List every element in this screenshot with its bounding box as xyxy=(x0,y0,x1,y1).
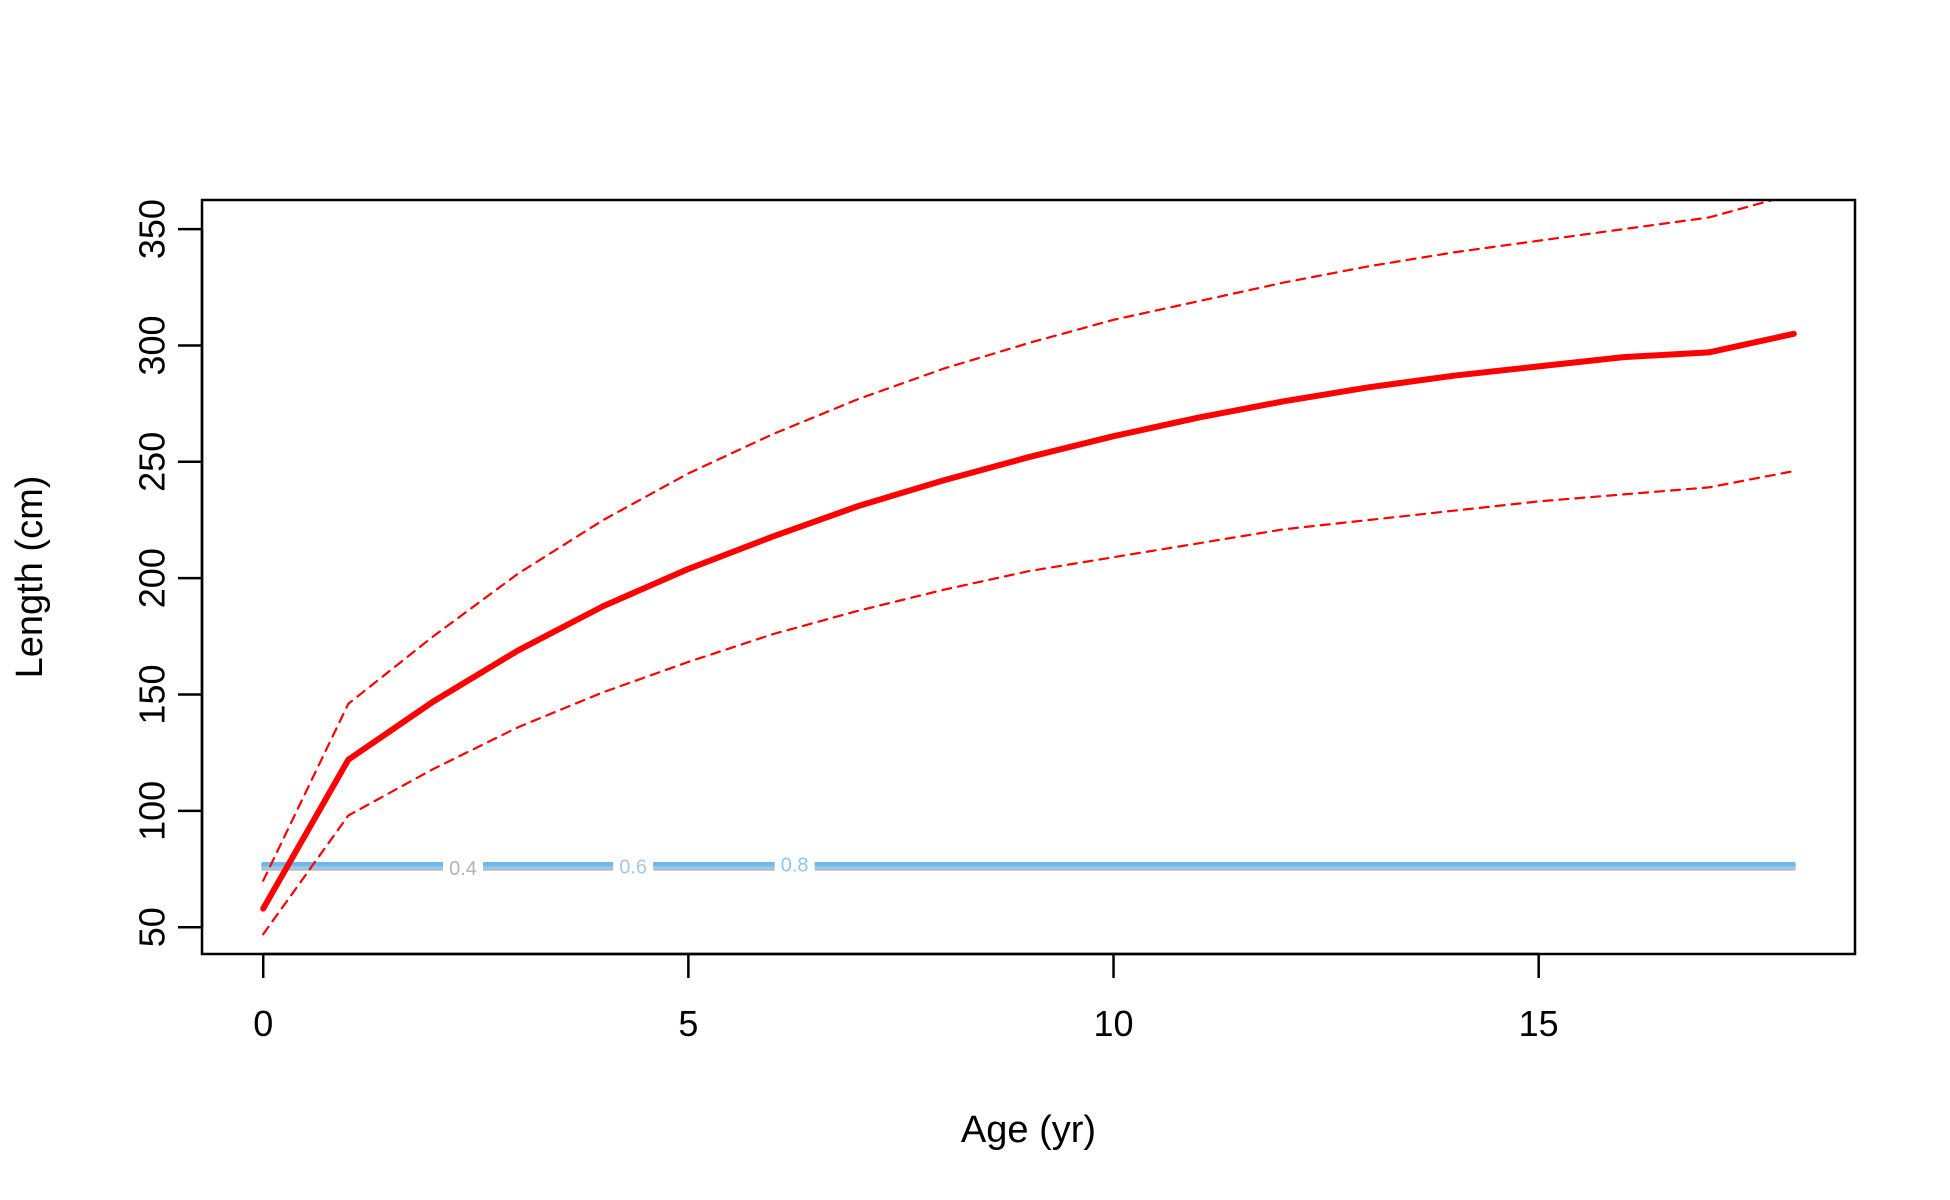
y-tick-label-1: 100 xyxy=(132,781,173,841)
y-tick-label-6: 350 xyxy=(132,199,173,259)
y-axis-title: Length (cm) xyxy=(9,476,51,679)
contour-band: 0.4 0.6 0.8 xyxy=(261,854,1796,880)
contour-label-bg-0 xyxy=(443,858,484,877)
x-tick-label-1: 5 xyxy=(678,1003,698,1044)
x-tick-label-2: 10 xyxy=(1094,1003,1134,1044)
contour-label-2: 0.8 xyxy=(781,854,809,876)
y-axis: 50 100 150 200 250 300 350 xyxy=(132,199,204,947)
series-layer xyxy=(260,200,1797,936)
series-line-lower xyxy=(262,470,1795,936)
contour-label-1: 0.6 xyxy=(619,856,647,878)
series-line-upper xyxy=(262,200,1777,882)
y-tick-label-4: 250 xyxy=(132,432,173,492)
y-tick-label-5: 300 xyxy=(132,315,173,375)
series-line-mean xyxy=(260,330,1797,912)
y-tick-label-3: 200 xyxy=(132,548,173,608)
contour-label-bg-2 xyxy=(774,855,815,874)
x-axis: 0 5 10 15 xyxy=(253,952,1559,1044)
x-axis-title: Age (yr) xyxy=(961,1109,1096,1151)
y-tick-label-2: 150 xyxy=(132,664,173,724)
contour-label-0: 0.4 xyxy=(449,858,477,880)
y-tick-label-0: 50 xyxy=(132,907,173,947)
x-tick-label-3: 15 xyxy=(1519,1003,1559,1044)
plot-frame xyxy=(200,198,1857,956)
contour-label-bg-1 xyxy=(613,857,654,876)
x-tick-label-0: 0 xyxy=(253,1003,273,1044)
